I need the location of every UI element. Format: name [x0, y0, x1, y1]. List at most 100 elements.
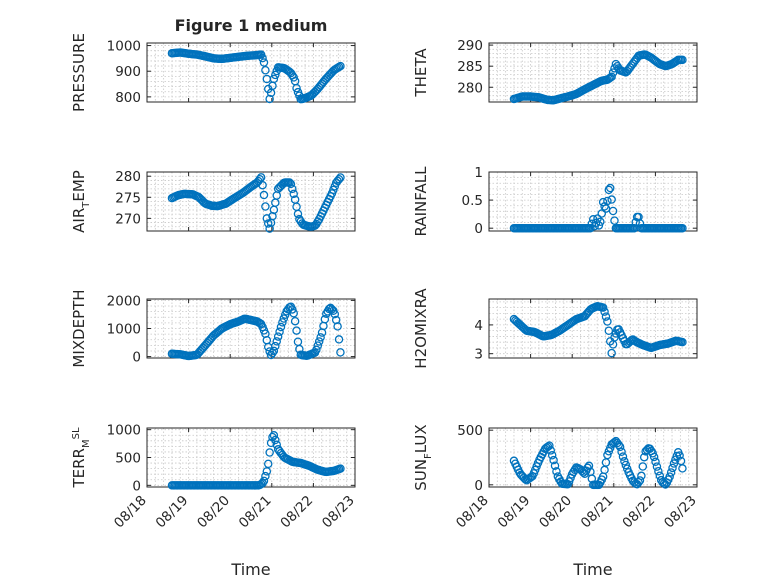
- data-point: [584, 461, 594, 471]
- data-point: [295, 214, 304, 224]
- y-tick-label: 0: [132, 478, 141, 494]
- data-point: [289, 73, 298, 82]
- y-tick-label: 1: [474, 165, 483, 181]
- data-point: [586, 223, 595, 233]
- data-point: [279, 314, 289, 323]
- y-tick-label: 1000: [107, 322, 141, 338]
- y-tick-label: 270: [115, 211, 141, 227]
- x-tick-label: 08/22: [277, 493, 316, 532]
- data-point: [288, 184, 297, 194]
- data-point: [266, 438, 276, 448]
- x-tick-label: 08/21: [236, 493, 275, 532]
- y-axis-label-part: TERR: [70, 448, 88, 489]
- data-point: [336, 464, 345, 473]
- y-tick-label: 800: [115, 90, 141, 106]
- y-axis-label: MIXDEPTH: [70, 289, 88, 367]
- data-point: [678, 464, 687, 473]
- data-point: [651, 457, 660, 467]
- y-axis-label-part: RAINFALL: [412, 166, 430, 237]
- data-point: [269, 346, 279, 356]
- data-point: [665, 472, 674, 481]
- y-axis-label-part: AIR: [70, 208, 88, 233]
- data-point: [276, 322, 286, 332]
- y-tick-label: 0: [132, 350, 141, 366]
- data-point: [312, 345, 321, 355]
- data-point: [265, 448, 274, 457]
- subplot-airtemp: 270 275 280 AIRTEMP: [70, 169, 356, 233]
- data-point: [336, 348, 345, 357]
- data-point: [261, 202, 270, 211]
- data-point: [324, 304, 334, 314]
- data-point: [268, 348, 277, 358]
- data-point: [262, 214, 272, 223]
- data-point: [615, 442, 625, 452]
- data-point: [334, 335, 344, 344]
- plot-area: [147, 428, 355, 487]
- y-axis-label-part: F: [423, 453, 434, 459]
- y-tick-label: 3: [474, 347, 483, 363]
- data-point: [265, 94, 274, 104]
- data-point: [596, 217, 605, 227]
- data-point: [265, 224, 274, 233]
- y-axis-label: PRESSURE: [70, 33, 88, 112]
- data-point: [546, 446, 556, 455]
- x-tick-label: 08/22: [619, 493, 658, 532]
- data-point: [545, 441, 554, 450]
- data-point: [271, 435, 280, 445]
- data-point: [591, 218, 601, 228]
- data-point: [286, 68, 296, 78]
- data-point: [600, 307, 609, 316]
- subplot-terrmsl: 0 500 1000 08/18 08/19 08/20 08/21 08/22 08/23 Ti…: [70, 423, 358, 579]
- data-point: [652, 462, 662, 471]
- data-point: [678, 55, 687, 65]
- y-axis-label-part: MIXDEPTH: [70, 289, 88, 367]
- data-point: [326, 303, 335, 313]
- y-tick-label: 280: [457, 80, 483, 96]
- axes-frame: [146, 42, 356, 103]
- data-point: [666, 468, 676, 477]
- data-point: [607, 348, 616, 358]
- y-axis-label-part: EMP: [70, 170, 88, 201]
- data-point: [313, 341, 323, 350]
- data-point: [594, 221, 604, 230]
- x-tick-label: 08/19: [153, 493, 192, 532]
- data-point: [275, 183, 284, 192]
- data-point: [603, 317, 612, 326]
- plot-area: [147, 299, 355, 358]
- data-point: [269, 431, 279, 440]
- subplot-rainfall: 0 0.5 1 RAINFALL: [412, 165, 698, 237]
- data-point: [603, 196, 612, 206]
- x-tick-label: 08/20: [194, 493, 233, 532]
- subplot-mixdepth: 0 1000 2000 MIXDEPTH: [70, 289, 356, 368]
- data-point: [256, 173, 266, 182]
- y-axis-label: TERRMSL: [70, 427, 92, 488]
- subplot-sunflux: 0 500 08/18 08/19 08/20 08/21 08/22 08/23 Time SU…: [412, 423, 700, 579]
- data-point: [293, 209, 303, 219]
- y-tick-label: 1000: [107, 423, 141, 439]
- data-point: [292, 83, 301, 93]
- data-point: [654, 466, 663, 476]
- data-point: [314, 337, 324, 346]
- y-axis-label: SUNFLUX: [412, 424, 434, 490]
- data-point: [261, 65, 270, 75]
- x-tick-label: 08/21: [578, 493, 617, 532]
- data-point: [286, 179, 296, 189]
- data-point: [261, 471, 270, 481]
- data-point: [611, 59, 621, 69]
- x-tick-label: 08/18: [111, 493, 150, 532]
- data-point: [336, 61, 345, 71]
- y-tick-label: 1000: [107, 39, 141, 55]
- data-point: [635, 476, 645, 485]
- data-point: [614, 440, 623, 450]
- data-point: [604, 185, 614, 195]
- data-point: [263, 459, 273, 469]
- subplot-theta: 280 285 290 THETA: [412, 38, 698, 105]
- data-point: [617, 447, 626, 457]
- data-point: [271, 70, 280, 80]
- data-point: [334, 174, 344, 184]
- data-point: [333, 322, 342, 331]
- x-tick-label: 08/20: [536, 493, 575, 532]
- plot-area: [489, 43, 697, 102]
- data-point: [259, 58, 269, 67]
